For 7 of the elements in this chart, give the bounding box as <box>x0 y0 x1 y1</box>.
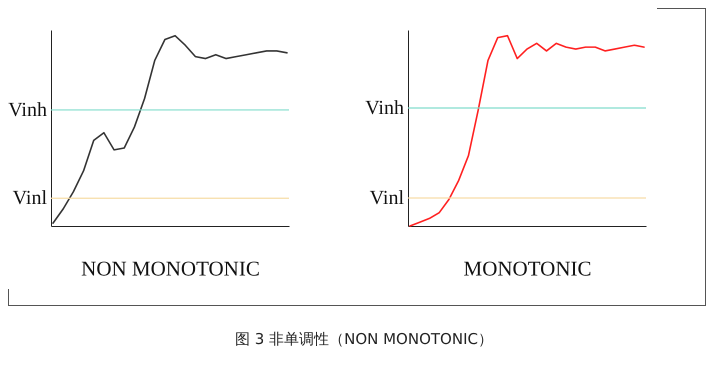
ref-line-label: Vinh <box>8 98 47 121</box>
x-axis-title: NON MONOTONIC <box>81 256 260 280</box>
caption: 图 3 非单调性（NON MONOTONIC） <box>234 330 494 349</box>
ref-line-label: Vinl <box>12 187 48 210</box>
ref-line-label: Vinh <box>365 97 404 120</box>
x-axis-title: MONOTONIC <box>464 256 592 280</box>
ref-line-label: Vinl <box>370 187 404 210</box>
